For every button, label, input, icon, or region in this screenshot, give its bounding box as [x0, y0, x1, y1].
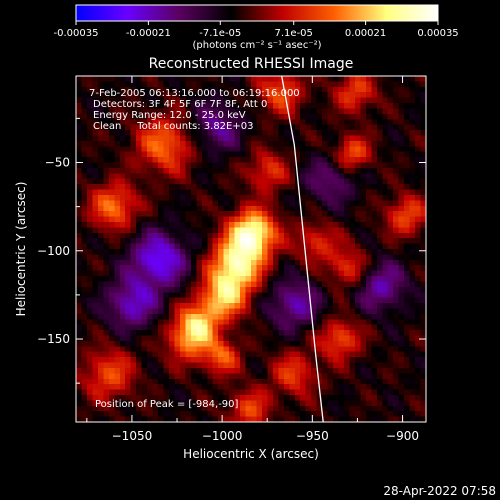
chart-title: Reconstructed RHESSI Image — [149, 56, 354, 72]
colorbar-tick-label: 0.00035 — [417, 28, 458, 39]
colorbar-ticks: -0.00035 -0.00021 -7.1e-05 7.1e-05 0.00021 0.… — [54, 21, 459, 39]
info-energy-range: Energy Range: 12.0 - 25.0 keV — [93, 110, 246, 121]
x-tick-label: −1000 — [202, 429, 243, 443]
x-tick-label: −900 — [386, 429, 419, 443]
colorbar-tick-label: 0.00021 — [345, 28, 386, 39]
heatmap-image — [76, 76, 426, 422]
colorbar-unit-label: (photons cm⁻² s⁻¹ asec⁻²) — [192, 40, 321, 51]
plot-frame — [75, 75, 427, 423]
y-axis-label: Heliocentric Y (arcsec) — [14, 182, 28, 317]
y-tick-label: −150 — [37, 332, 70, 346]
colorbar-tick-label: -0.00021 — [126, 28, 171, 39]
colorbar — [75, 4, 439, 22]
peak-position-label: Position of Peak = [-984,-90] — [95, 399, 239, 410]
solar-limb — [281, 76, 324, 422]
info-clean-counts: Clean Total counts: 3.82E+03 — [93, 121, 253, 132]
colorbar-tick-label: -7.1e-05 — [199, 28, 241, 39]
colorbar-tick-label: -0.00035 — [54, 28, 99, 39]
y-tick-label: −50 — [45, 156, 70, 170]
info-detectors: Detectors: 3F 4F 5F 6F 7F 8F, Att 0 — [93, 99, 267, 110]
axes: −1050 −1000 −950 −900 −50 −100 −150 — [37, 76, 426, 443]
info-time-range: 7-Feb-2005 06:13:16.000 to 06:19:16.000 — [89, 88, 300, 99]
x-tick-label: −950 — [296, 429, 329, 443]
x-tick-label: −1050 — [112, 429, 153, 443]
observation-info: 7-Feb-2005 06:13:16.000 to 06:19:16.000 … — [89, 88, 300, 132]
y-tick-label: −100 — [37, 244, 70, 258]
x-axis-label: Heliocentric X (arcsec) — [183, 447, 319, 461]
footer-timestamp: 28-Apr-2022 07:58 — [383, 484, 496, 498]
colorbar-tick-label: 7.1e-05 — [275, 28, 313, 39]
